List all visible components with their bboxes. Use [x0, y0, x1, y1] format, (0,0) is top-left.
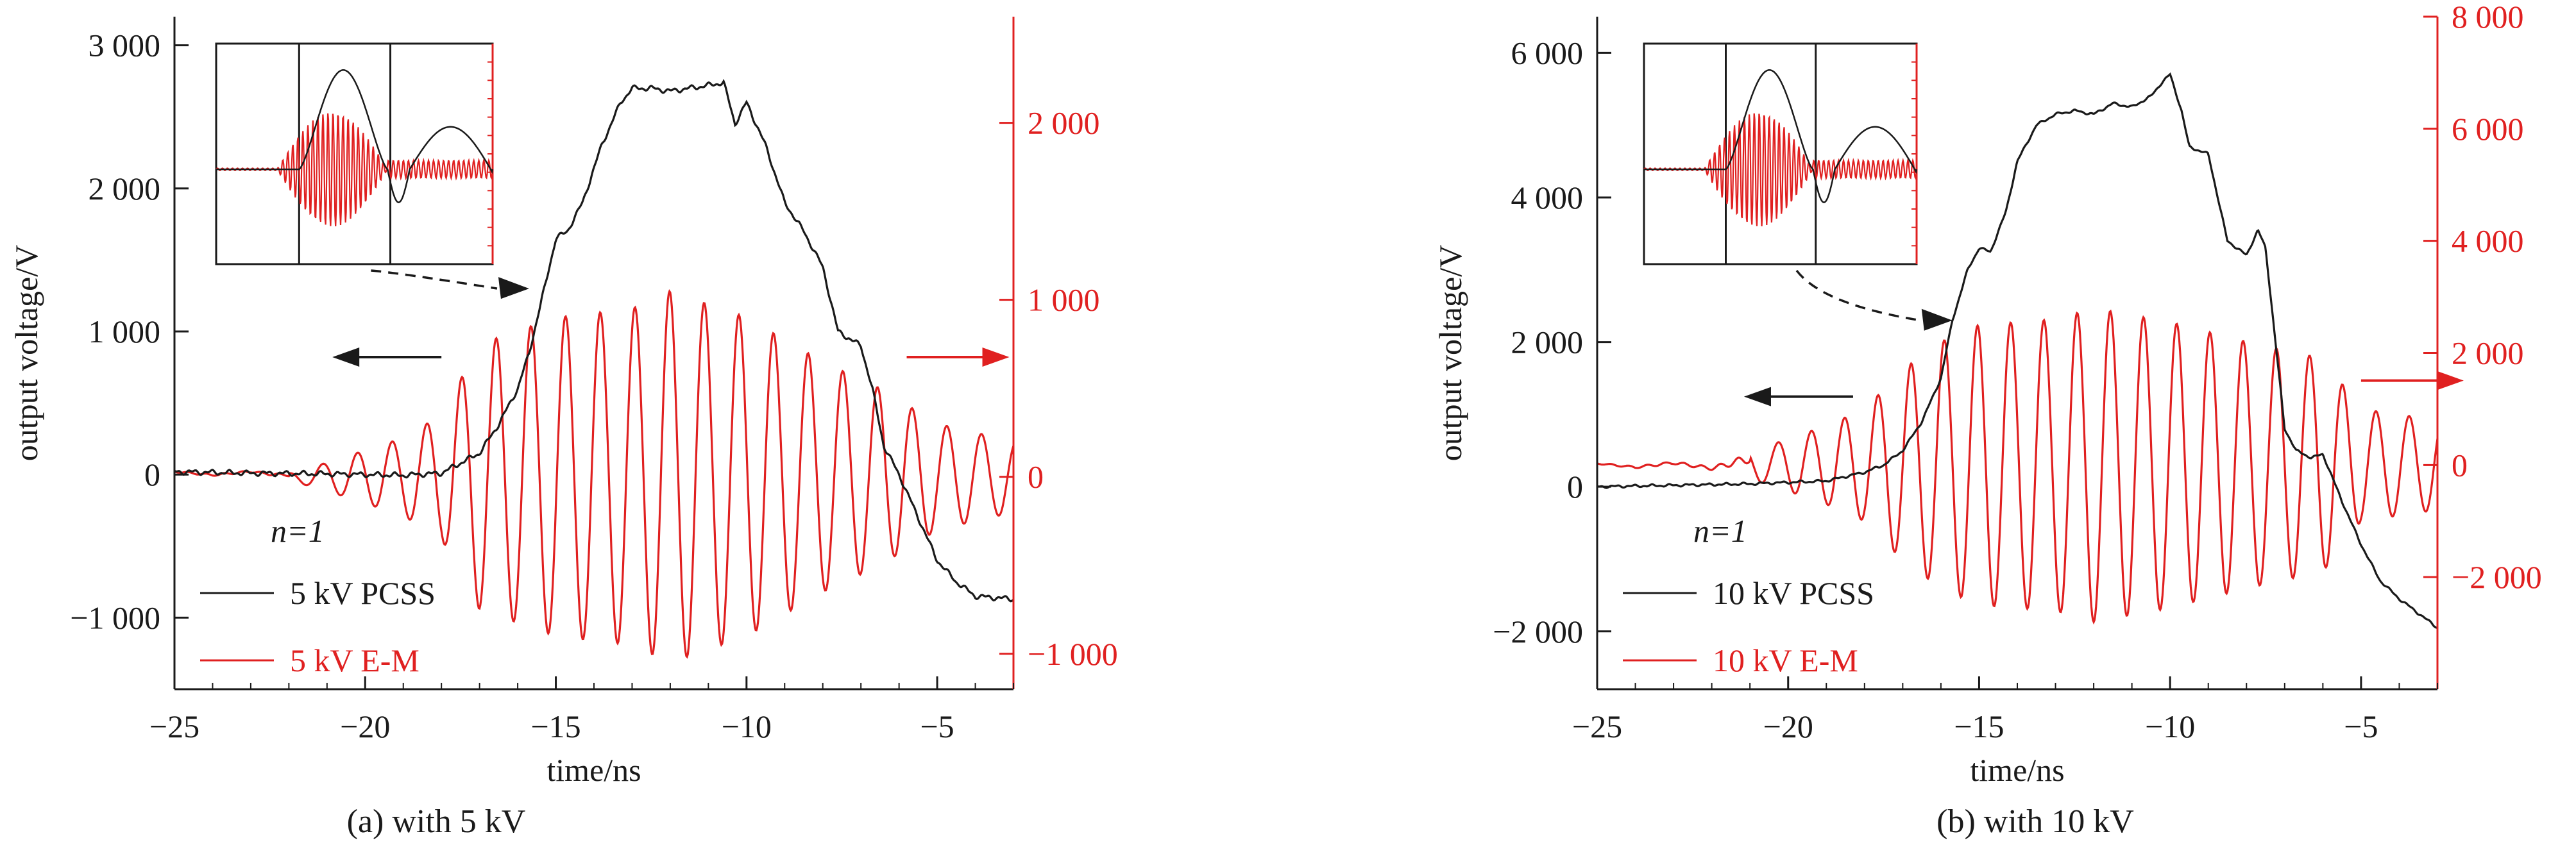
series-line-pcss [174, 79, 1014, 603]
y-left-tick-label: −2 000 [1493, 614, 1583, 649]
zoom-arrowhead [1921, 308, 1953, 331]
x-tick-label: −5 [2344, 708, 2378, 744]
x-tick-label: −25 [149, 708, 199, 744]
arrowhead-right [2436, 371, 2464, 390]
legend-label-em: 5 kV E-M [290, 642, 419, 678]
panel-caption: (b) with 10 kV [1936, 803, 2134, 840]
x-tick-label: −10 [2145, 708, 2195, 744]
inset-series-em [216, 113, 494, 226]
arrowhead-left [332, 347, 360, 367]
series-line-em [174, 289, 1015, 659]
dashed-zoom-arrow [1795, 269, 1921, 322]
dashed-zoom-arrow [371, 269, 498, 290]
x-tick-label: −5 [920, 708, 954, 744]
y-left-tick-label: 2 000 [89, 171, 161, 206]
y-right-tick-label: 8 000 [2452, 0, 2524, 35]
legend-label-em: 10 kV E-M [1713, 642, 1858, 678]
x-axis-label: time/ns [547, 752, 641, 788]
y-right-tick-label: 2 000 [2452, 335, 2524, 371]
x-tick-label: −20 [1763, 708, 1813, 744]
series-line-pcss [1597, 72, 2437, 629]
y-left-tick-label: 1 000 [89, 314, 161, 349]
inset-series-pcss [1644, 69, 1918, 203]
y-right-tick-label: 6 000 [2452, 111, 2524, 147]
x-tick-label: −15 [530, 708, 580, 744]
inset-series-pcss [216, 69, 494, 203]
legend-label-pcss: 10 kV PCSS [1713, 575, 1874, 611]
x-axis-label: time/ns [1970, 752, 2064, 788]
y-right-tick-label: −1 000 [1028, 636, 1118, 672]
y-left-tick-label: 2 000 [1511, 324, 1584, 360]
legend-n-label: n=1 [1693, 513, 1747, 549]
y-left-tick-label: 4 000 [1511, 180, 1584, 215]
legend-label-pcss: 5 kV PCSS [290, 575, 436, 611]
x-tick-label: −20 [340, 708, 390, 744]
chart-panel-b: −25 −20 −15 −10 −5 −2 000 0 2 000 4 000 6 000 −2 0… [1432, 0, 2542, 840]
y-left-tick-label: 3 000 [89, 28, 161, 63]
y-right-tick-label: 4 000 [2452, 223, 2524, 259]
y-right-tick-label: 1 000 [1028, 282, 1100, 318]
y-right-tick-label: −2 000 [2452, 559, 2542, 595]
y-left-tick-label: 0 [144, 456, 160, 492]
x-tick-label: −15 [1954, 708, 2004, 744]
panel-caption: (a) with 5 kV [347, 803, 526, 840]
arrowhead-right [982, 347, 1010, 367]
y-right-tick-label: 0 [2452, 447, 2468, 483]
chart-panel-a: −25 −20 −15 −10 −5 −1 000 0 1 000 2 000 3 000 −1 0… [8, 17, 1118, 840]
x-tick-label: −25 [1572, 708, 1622, 744]
y-axis-label: output voltage/V [8, 245, 44, 461]
y-left-tick-label: −1 000 [70, 599, 160, 635]
y-left-tick-label: 6 000 [1511, 35, 1584, 71]
legend-n-label: n=1 [271, 513, 325, 549]
y-right-tick-label: 2 000 [1028, 105, 1100, 141]
x-tick-label: −10 [722, 708, 772, 744]
zoom-arrowhead [498, 277, 529, 299]
arrowhead-left [1743, 387, 1771, 406]
y-right-tick-label: 0 [1028, 459, 1044, 495]
y-axis-label: output voltage/V [1432, 245, 1468, 461]
inset-series-em [1643, 113, 1918, 226]
series-line-em [1597, 309, 2439, 625]
y-left-tick-label: 0 [1567, 469, 1583, 505]
